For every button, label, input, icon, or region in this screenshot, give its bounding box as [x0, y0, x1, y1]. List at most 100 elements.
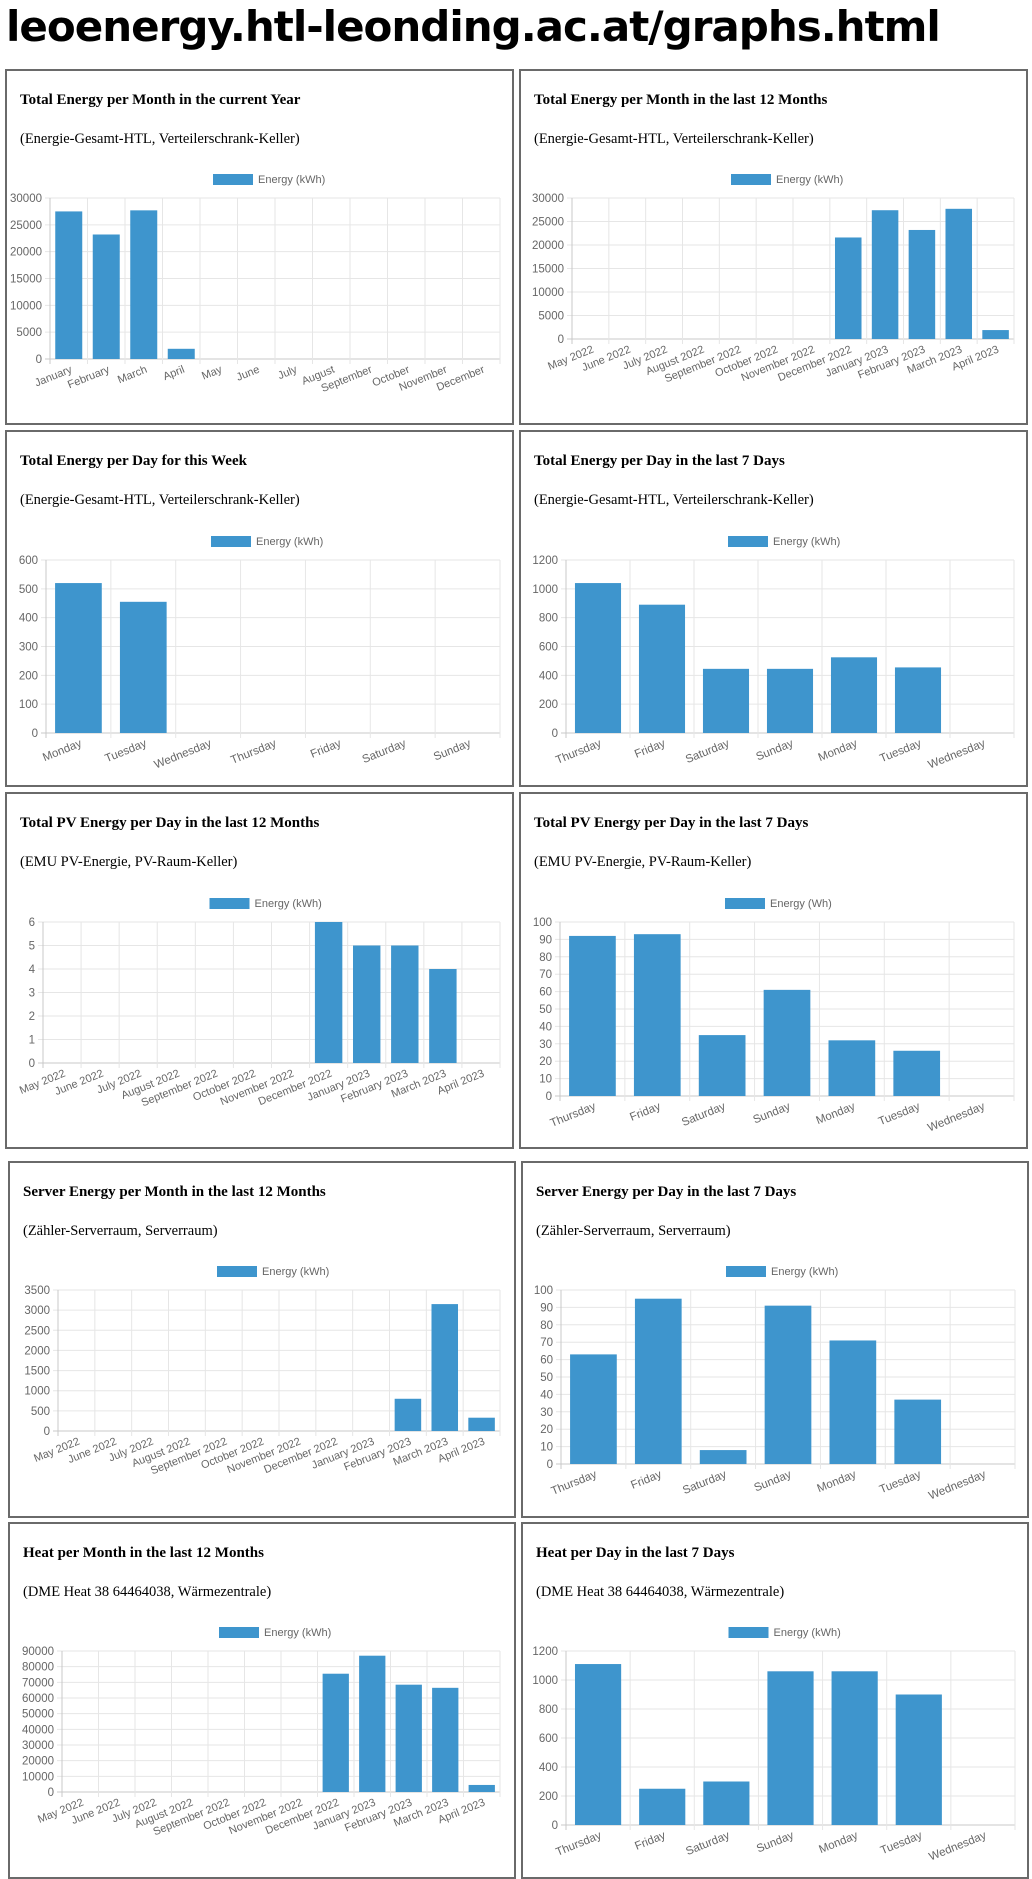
y-tick-label: 5: [29, 941, 35, 953]
x-tick-label: Sunday: [752, 1469, 793, 1495]
bar-chart: Energy (kWh) 0 200 400 600 800 1000 1200 Thursda…: [532, 536, 1015, 771]
chart-title: Server Energy per Month in the last 12 M…: [23, 1184, 326, 1200]
chart-panel: Heat per Day in the last 7 Days (DME Hea…: [521, 1522, 1029, 1879]
bar: [871, 210, 899, 339]
chart-subtitle: (Energie-Gesamt-HTL, Verteilerschrank-Ke…: [20, 492, 300, 508]
y-tick-label: 100: [534, 1285, 553, 1297]
y-tick-label: 90: [539, 934, 552, 946]
y-tick-label: 500: [31, 1406, 50, 1418]
legend-label: Energy (kWh): [255, 898, 322, 910]
y-tick-label: 60: [540, 1355, 553, 1367]
chart-subtitle: (EMU PV-Energie, PV-Raum-Keller): [534, 854, 752, 870]
x-tick-label: Wednesday: [153, 738, 214, 772]
y-tick-label: 1500: [24, 1366, 50, 1378]
bar: [468, 1784, 495, 1792]
bar: [895, 1694, 942, 1825]
y-tick-label: 3500: [24, 1285, 50, 1297]
y-tick-label: 80: [540, 1320, 553, 1332]
y-tick-label: 20000: [532, 240, 564, 252]
y-tick-label: 600: [539, 642, 558, 654]
y-tick-label: 60000: [22, 1693, 54, 1705]
x-tick-label: Saturday: [680, 1101, 727, 1129]
chart-subtitle: (Energie-Gesamt-HTL, Verteilerschrank-Ke…: [534, 131, 814, 147]
y-tick-label: 1: [29, 1035, 35, 1047]
y-tick-label: 5000: [16, 327, 42, 339]
y-tick-label: 0: [546, 1091, 552, 1103]
chart-panel: Total Energy per Day for this Week (Ener…: [5, 430, 514, 787]
legend-label: Energy (kWh): [771, 1266, 838, 1278]
bar: [698, 1035, 746, 1096]
y-tick-label: 200: [539, 1791, 558, 1803]
x-tick-label: Saturday: [684, 738, 731, 766]
y-tick-label: 50000: [22, 1709, 54, 1721]
x-tick-label: Sunday: [755, 1830, 796, 1856]
y-tick-label: 30000: [22, 1740, 54, 1752]
x-tick-label: Friday: [633, 738, 667, 761]
x-tick-label: Saturday: [361, 738, 408, 766]
bar: [894, 1399, 942, 1464]
legend-label: Energy (kWh): [264, 1627, 331, 1639]
y-tick-label: 2500: [24, 1325, 50, 1337]
legend-label: Energy (kWh): [258, 174, 325, 186]
chart-panel: Server Energy per Day in the last 7 Days…: [521, 1161, 1029, 1518]
y-tick-label: 50: [539, 1004, 552, 1016]
chart-panel: Heat per Month in the last 12 Months (DM…: [8, 1522, 516, 1879]
chart-title: Heat per Month in the last 12 Months: [23, 1545, 264, 1561]
chart-subtitle: (Energie-Gesamt-HTL, Verteilerschrank-Ke…: [534, 492, 814, 508]
y-tick-label: 0: [44, 1426, 50, 1438]
bar: [633, 934, 681, 1096]
chart-title: Total Energy per Month in the current Ye…: [20, 92, 301, 108]
bar: [764, 1305, 812, 1464]
bar: [828, 1040, 876, 1096]
y-tick-label: 4: [29, 964, 36, 976]
bar: [894, 667, 942, 733]
bar: [92, 234, 120, 359]
x-tick-label: Tuesday: [878, 738, 923, 766]
bar: [432, 1687, 459, 1792]
x-tick-label: Sunday: [751, 1101, 792, 1127]
legend-label: Energy (kWh): [256, 536, 323, 548]
legend-swatch: [731, 174, 771, 185]
y-tick-label: 80000: [22, 1662, 54, 1674]
legend-swatch: [726, 1266, 766, 1277]
chart-panel: Total Energy per Day in the last 7 Days …: [519, 430, 1028, 787]
bar: [394, 1398, 422, 1431]
bar: [699, 1450, 747, 1464]
bar: [429, 969, 457, 1063]
bar: [570, 1354, 617, 1464]
bar: [395, 1684, 422, 1792]
y-tick-label: 0: [48, 1787, 54, 1799]
x-tick-label: Wednesday: [927, 1469, 988, 1503]
y-tick-label: 10000: [10, 300, 42, 312]
legend-label: Energy (kWh): [773, 536, 840, 548]
y-tick-label: 60: [539, 987, 552, 999]
bar: [167, 348, 195, 359]
y-tick-label: 20000: [10, 247, 42, 259]
x-tick-label: Friday: [633, 1830, 667, 1853]
x-tick-label: Tuesday: [877, 1101, 922, 1129]
legend-swatch: [213, 174, 253, 185]
y-tick-label: 40: [539, 1021, 552, 1033]
bar-chart: Energy (kWh) 0 100 200 300 400 500 600 Monday Tue…: [19, 536, 501, 772]
x-tick-label: Friday: [309, 738, 343, 761]
legend-swatch: [209, 898, 250, 909]
bar: [391, 945, 419, 1063]
y-tick-label: 2000: [24, 1345, 50, 1357]
y-tick-label: 600: [539, 1733, 558, 1745]
y-tick-label: 300: [19, 642, 38, 654]
x-tick-label: April: [161, 364, 186, 383]
bar: [569, 935, 616, 1096]
bar-chart: Energy (kWh) 0 200 400 600 800 1000 1200 Thursda…: [532, 1627, 1016, 1863]
x-tick-label: Sunday: [432, 738, 473, 764]
y-tick-label: 600: [19, 555, 38, 567]
chart-title: Heat per Day in the last 7 Days: [536, 1545, 735, 1561]
x-tick-label: Thursday: [554, 1830, 603, 1859]
bar: [639, 1788, 686, 1825]
y-tick-label: 50: [540, 1372, 553, 1384]
bar: [766, 668, 814, 733]
x-tick-label: Wednesday: [926, 1101, 987, 1135]
y-tick-label: 25000: [532, 217, 564, 229]
x-tick-label: June: [235, 364, 262, 384]
y-tick-label: 100: [533, 917, 552, 929]
